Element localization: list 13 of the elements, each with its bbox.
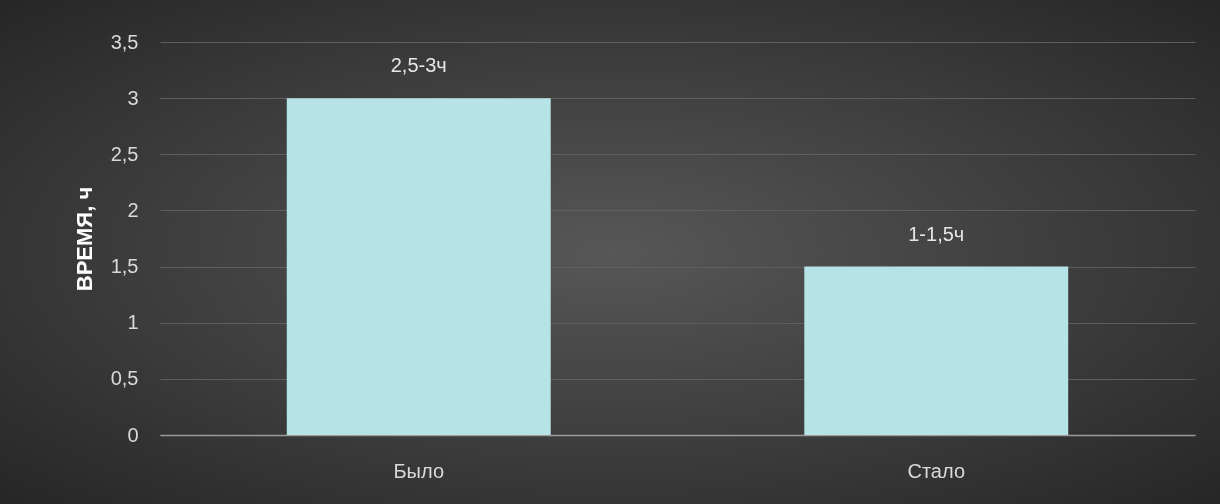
y-tick-label: 1: [127, 311, 139, 334]
x-tick-label: Стало: [907, 459, 966, 482]
x-tick-label: Было: [393, 459, 445, 482]
y-tick-label: 2,5: [110, 142, 139, 165]
y-tick-label: 3: [127, 86, 139, 109]
y-axis-title: ВРЕМЯ, ч: [71, 186, 97, 292]
data-label: 2,5-3ч: [390, 54, 447, 77]
y-tick-label: 0: [127, 423, 139, 446]
y-tick-label: 3,5: [110, 30, 139, 53]
data-label: 1-1,5ч: [908, 222, 965, 245]
y-tick-label: 1,5: [110, 255, 139, 278]
y-tick-label: 0,5: [110, 367, 139, 390]
y-tick-label: 2: [127, 198, 139, 221]
